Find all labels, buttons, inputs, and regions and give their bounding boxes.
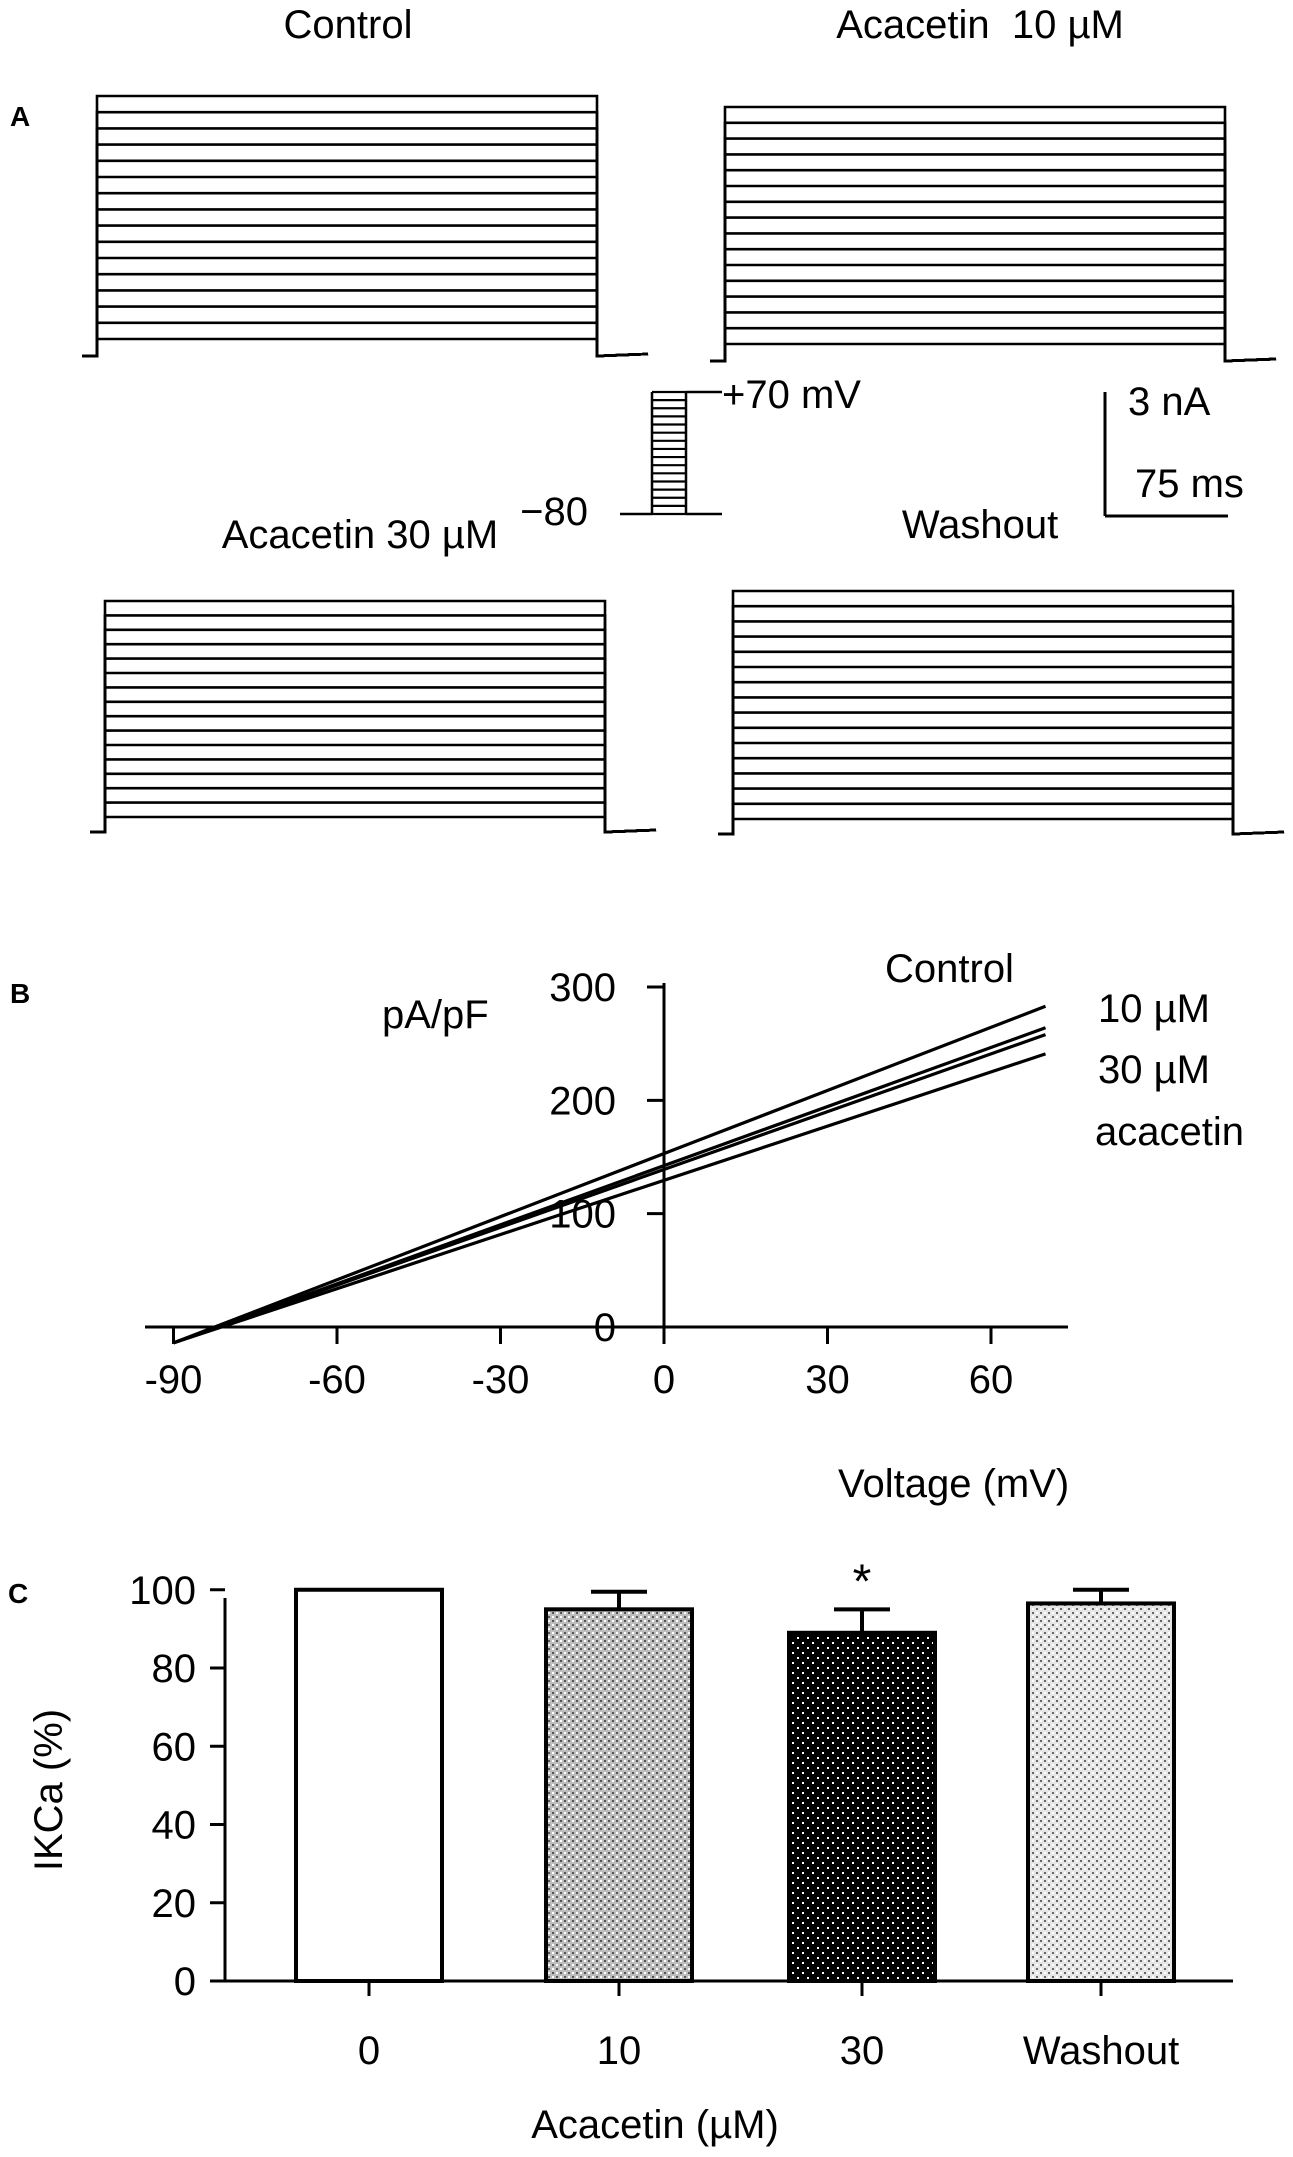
current-sweep <box>710 121 1277 363</box>
current-sweep <box>82 110 649 358</box>
scale-bar-current-label: 3 nA <box>1128 380 1211 424</box>
x-tick-label: -30 <box>472 1358 530 1402</box>
bar-x-axis-label: Acacetin (µM) <box>531 2103 779 2147</box>
current-sweep <box>710 279 1277 363</box>
current-traces-acacetin-10 <box>710 105 1277 363</box>
iv-curve-3 <box>172 1052 1047 1345</box>
bar-x-tick-label: 0 <box>358 2029 380 2073</box>
current-sweep <box>82 208 649 358</box>
bar-y-tick-label: 0 <box>174 1960 196 2004</box>
bar-y-tick-label: 20 <box>152 1882 197 1926</box>
panel-a: A Control Acacetin 10 µM Acacetin 30 µM … <box>10 3 1285 836</box>
panel-c: C * 0 20 40 60 80 100 0 10 30 Washout IKCa (%) A… <box>8 1555 1233 2147</box>
current-sweep <box>710 184 1277 363</box>
protocol-top-label: +70 mV <box>722 373 861 417</box>
current-sweep <box>710 342 1277 363</box>
y-axis-label: pA/pF <box>382 993 489 1037</box>
x-axis-ticks: -90 -60 -30 0 30 60 <box>145 1327 1014 1402</box>
iv-curves <box>172 1004 1047 1345</box>
bar-y-tick-label: 60 <box>152 1725 197 1769</box>
scale-bar-time-label: 75 ms <box>1135 462 1244 506</box>
significance-marker: * <box>853 1555 872 1608</box>
bar-x-tick-label: Washout <box>1023 2029 1179 2073</box>
bar-1 <box>544 1607 694 1983</box>
y-tick-label: 300 <box>549 966 616 1010</box>
y-tick-label: 0 <box>594 1306 616 1350</box>
bar-x-tick-label: 10 <box>597 2029 642 2073</box>
current-sweep <box>82 337 649 358</box>
bar-y-tick-label: 80 <box>152 1647 197 1691</box>
y-tick-label: 200 <box>549 1079 616 1123</box>
x-tick-label: 0 <box>653 1358 675 1402</box>
panel-label-c: C <box>8 1578 28 1609</box>
current-traces-acacetin-30 <box>90 599 657 834</box>
bar-2 <box>787 1630 937 1983</box>
current-sweep <box>710 311 1277 363</box>
current-sweep <box>82 272 649 358</box>
bar-x-tick-label: 30 <box>840 2029 885 2073</box>
panel-b: B -90 -60 -30 0 30 60 0 100 200 300 pA/pF Voltag… <box>10 947 1244 1506</box>
iv-curve-2 <box>172 1033 1047 1345</box>
x-tick-label: 30 <box>805 1358 850 1402</box>
current-sweep <box>90 786 657 834</box>
trace-title-acacetin-30: Acacetin 30 µM <box>222 513 499 557</box>
legend-label-control: Control <box>885 947 1014 991</box>
panel-label-b: B <box>10 978 30 1009</box>
current-sweep <box>718 665 1285 836</box>
bar-y-axis-ticks: 0 20 40 60 80 100 <box>129 1569 225 2004</box>
protocol-bottom-label: −80 <box>520 490 588 534</box>
legend-label-30uM: 30 µM <box>1098 1048 1210 1092</box>
x-tick-label: 60 <box>969 1358 1014 1402</box>
bar-series: * <box>294 1555 1176 1983</box>
iv-curve-0 <box>172 1004 1047 1345</box>
y-axis-ticks: 0 100 200 300 <box>549 966 664 1350</box>
trace-title-acacetin-10: Acacetin 10 µM <box>836 3 1124 47</box>
x-tick-label: -60 <box>308 1358 366 1402</box>
panel-label-a: A <box>10 101 30 132</box>
bar-y-tick-label: 100 <box>129 1569 196 1613</box>
trace-title-washout: Washout <box>902 503 1058 547</box>
bar-y-tick-label: 40 <box>152 1804 197 1848</box>
current-sweep <box>90 671 657 834</box>
x-tick-label: -90 <box>145 1358 203 1402</box>
current-sweep <box>90 758 657 834</box>
current-traces-washout <box>718 589 1285 836</box>
trace-title-control: Control <box>284 3 413 47</box>
scale-bar: 3 nA 75 ms <box>1103 380 1244 518</box>
current-sweep <box>718 787 1285 836</box>
current-traces-control <box>82 94 649 358</box>
bar-0 <box>294 1587 444 1983</box>
voltage-protocol-icon <box>620 390 722 516</box>
current-sweep <box>90 815 657 834</box>
current-sweep <box>718 817 1285 836</box>
current-sweep <box>718 604 1285 836</box>
bar-y-axis-label: IKCa (%) <box>27 1709 71 1871</box>
current-sweep <box>718 756 1285 836</box>
current-sweep <box>82 305 649 358</box>
bar-3 <box>1026 1601 1176 1983</box>
y-tick-label: 100 <box>549 1193 616 1237</box>
current-sweep <box>90 700 657 834</box>
bar-x-axis-ticks: 0 10 30 Washout <box>358 1981 1179 2073</box>
current-sweep <box>90 614 657 834</box>
x-axis-label: Voltage (mV) <box>838 1462 1069 1506</box>
legend-label-10uM: 10 µM <box>1098 987 1210 1031</box>
current-sweep <box>82 175 649 358</box>
current-sweep <box>710 216 1277 363</box>
current-sweep <box>718 696 1285 836</box>
legend-label-acacetin: acacetin <box>1095 1110 1244 1154</box>
